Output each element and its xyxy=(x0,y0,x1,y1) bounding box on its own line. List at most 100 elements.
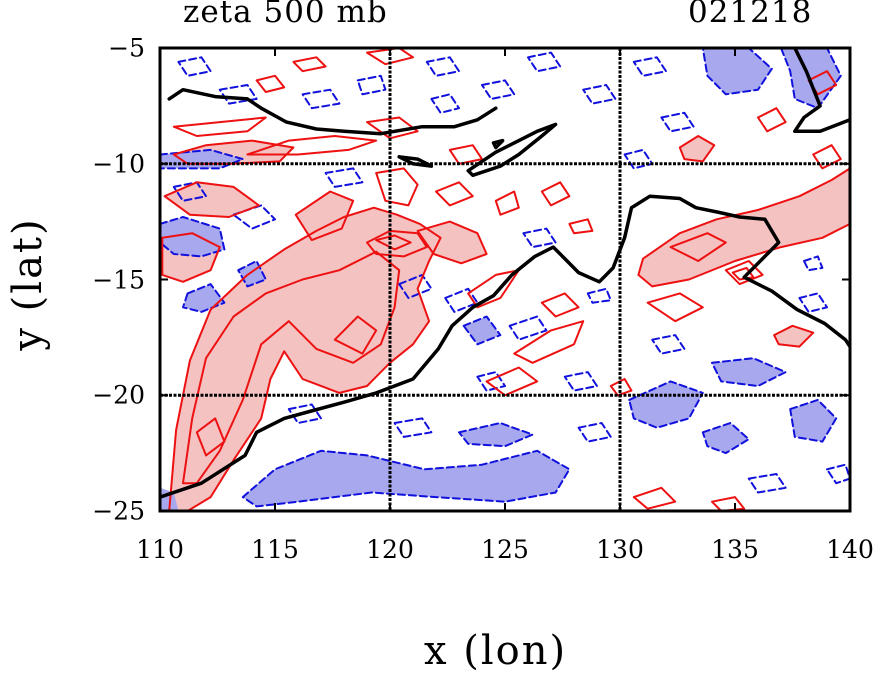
negative-contour xyxy=(393,417,433,438)
negative-contour xyxy=(444,287,479,313)
negative-contour xyxy=(324,167,364,188)
positive-contour xyxy=(773,324,815,348)
negative-contour xyxy=(177,56,212,77)
positive-contour xyxy=(513,320,585,364)
positive-contour xyxy=(711,496,746,511)
negative-contour xyxy=(563,371,598,392)
positive-contour xyxy=(172,116,267,137)
negative-contour xyxy=(623,148,654,170)
negative-contour xyxy=(522,227,557,249)
positive-vorticity-fill xyxy=(162,136,850,511)
negative-fill-region xyxy=(160,217,225,257)
positive-contour xyxy=(195,417,226,457)
positive-contour xyxy=(366,48,414,66)
positive-fill-region xyxy=(679,136,715,162)
negative-contour xyxy=(747,473,787,494)
negative-fill-region xyxy=(183,284,225,312)
negative-contour xyxy=(527,51,562,73)
y-tick-label: −25 xyxy=(92,496,145,526)
positive-fill-region xyxy=(164,182,259,217)
negative-contour xyxy=(172,181,207,202)
positive-contour xyxy=(255,74,286,93)
negative-contour xyxy=(237,260,267,288)
negative-contour xyxy=(651,334,686,355)
field-title: zeta 500 mb xyxy=(183,0,388,30)
negative-contour xyxy=(476,371,506,392)
positive-fill-region xyxy=(417,221,487,264)
positive-contour xyxy=(416,220,488,265)
positive-contour xyxy=(375,167,419,207)
positive-contour xyxy=(435,181,474,207)
negative-contour xyxy=(425,56,460,77)
positive-contour xyxy=(246,135,378,156)
positive-contour xyxy=(757,107,787,133)
negative-contour xyxy=(508,315,548,341)
negative-contour xyxy=(826,463,850,485)
negative-fill-region xyxy=(459,423,533,447)
negative-fill-region xyxy=(463,316,501,345)
y-tick-label: −15 xyxy=(92,265,145,294)
positive-vorticity-contours xyxy=(161,48,850,511)
negative-contour xyxy=(701,422,750,455)
negative-contour xyxy=(287,403,322,424)
coastline xyxy=(793,48,850,134)
positive-contour xyxy=(182,250,401,485)
coastlines xyxy=(160,48,850,499)
negative-contour xyxy=(430,93,460,114)
y-axis-label: y (lat) xyxy=(5,217,51,351)
negative-contour xyxy=(803,255,824,272)
positive-contour xyxy=(568,218,594,235)
negative-contour xyxy=(632,56,667,77)
negative-fill-region xyxy=(790,399,837,442)
x-tick-label: 120 xyxy=(366,535,414,564)
negative-fill-region xyxy=(702,48,772,95)
negative-contour xyxy=(301,88,341,110)
positive-contour xyxy=(678,135,716,163)
negative-contour xyxy=(356,74,387,96)
negative-fill-region xyxy=(629,381,703,428)
negative-contour xyxy=(711,357,787,387)
x-axis-label: x (lon) xyxy=(424,628,568,674)
positive-contour xyxy=(540,181,571,207)
positive-contour xyxy=(375,234,412,251)
negative-contour xyxy=(241,449,571,508)
coastline xyxy=(167,87,498,136)
y-tick-label: −5 xyxy=(108,33,145,63)
positive-contour xyxy=(294,190,355,242)
positive-contour xyxy=(731,266,755,281)
negative-contour xyxy=(232,204,276,230)
coastline xyxy=(491,138,505,150)
positive-contour xyxy=(669,232,727,262)
x-tick-label: 130 xyxy=(596,535,644,564)
positive-contour xyxy=(292,56,327,73)
positive-fill-region xyxy=(169,207,441,511)
negative-contour xyxy=(701,48,773,96)
negative-contour xyxy=(582,84,617,105)
positive-contour xyxy=(494,190,520,216)
negative-contour xyxy=(798,292,828,313)
positive-fill-region xyxy=(295,191,354,241)
positive-contour xyxy=(168,206,442,511)
y-tick-label: −10 xyxy=(92,149,145,179)
negative-contour xyxy=(586,287,612,304)
positive-contour xyxy=(632,486,677,510)
coastline xyxy=(397,155,434,168)
negative-contour xyxy=(481,79,516,100)
positive-contour xyxy=(646,292,704,323)
x-tick-label: 110 xyxy=(136,535,184,564)
positive-contour xyxy=(161,232,221,283)
x-tick-label: 115 xyxy=(251,535,299,564)
x-tick-label: 125 xyxy=(481,535,529,564)
negative-contour xyxy=(628,380,704,429)
positive-contour xyxy=(163,181,260,218)
y-tick-label: −20 xyxy=(92,380,145,410)
negative-fill-region xyxy=(702,423,749,454)
x-tick-label: 135 xyxy=(711,535,759,564)
negative-contour xyxy=(660,111,695,133)
negative-contour xyxy=(789,398,838,443)
positive-contour xyxy=(333,315,378,355)
negative-fill-region xyxy=(242,450,570,507)
positive-contour xyxy=(540,292,580,318)
